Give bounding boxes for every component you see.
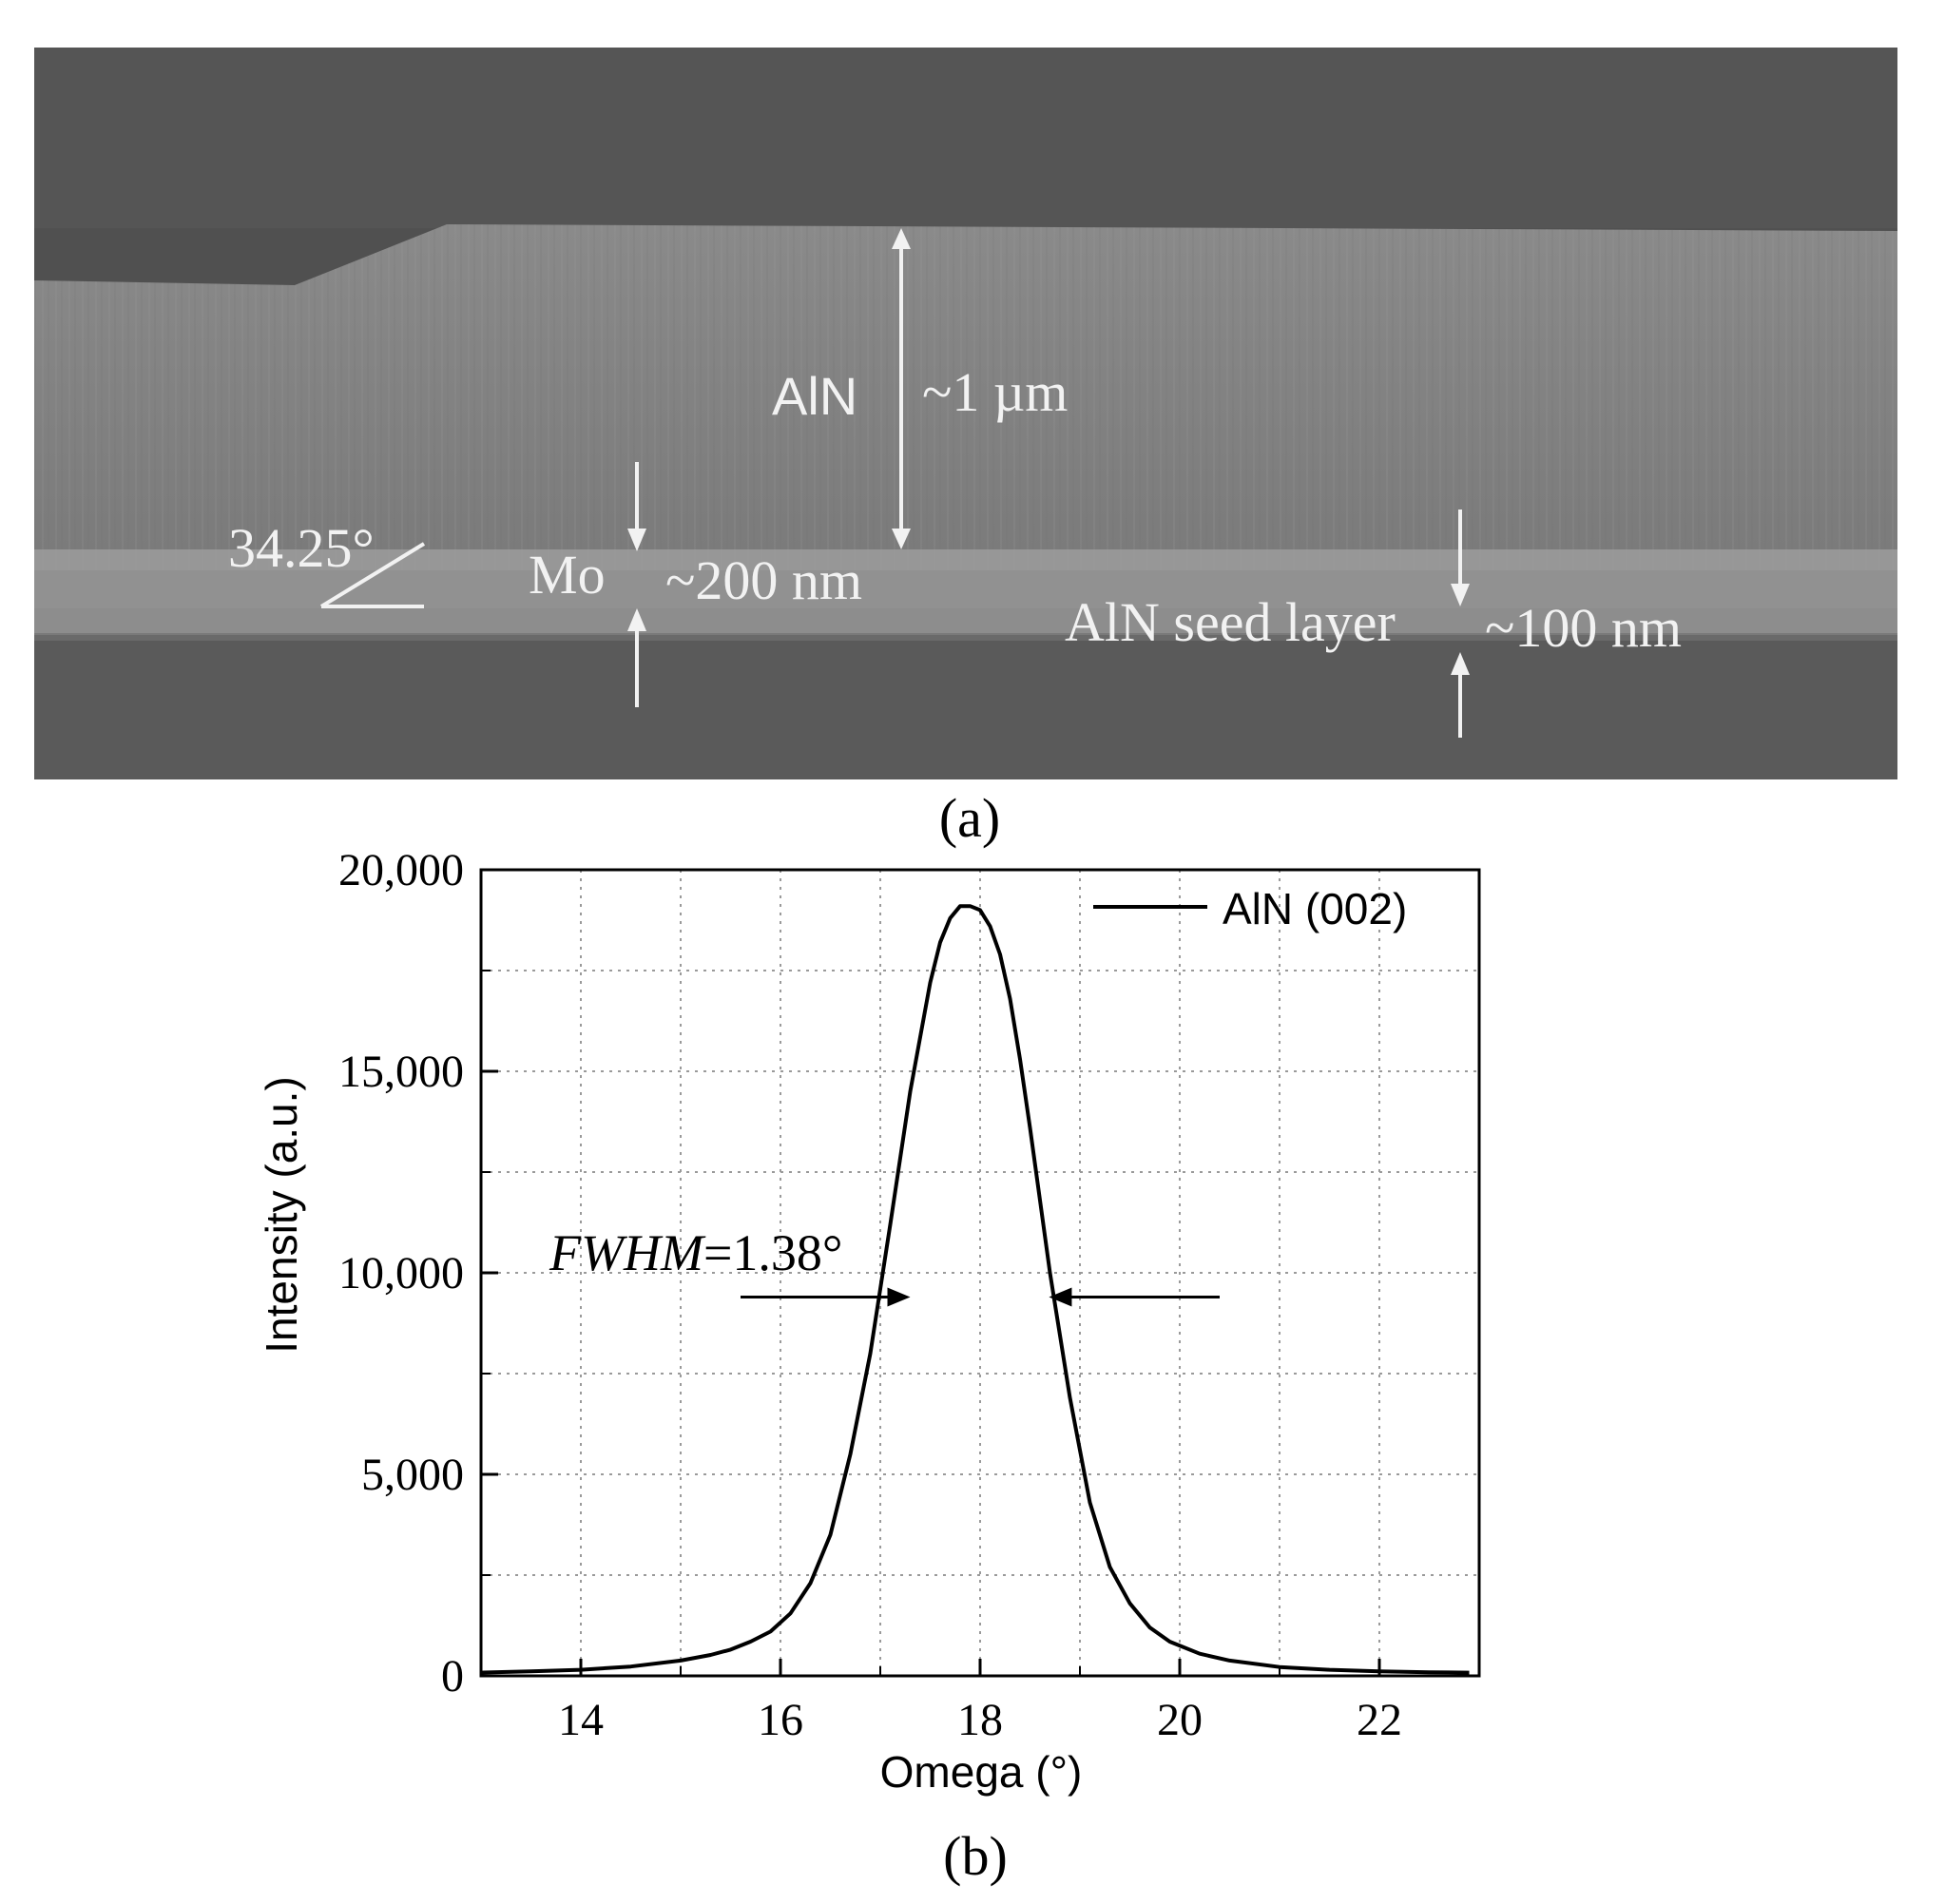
x-tick-label: 22 xyxy=(1357,1695,1402,1745)
chart-tick-labels: 14 16 18 20 22 0 5,000 10,000 15,000 20,000 xyxy=(338,845,1402,1745)
x-tick-label: 16 xyxy=(758,1695,803,1745)
fwhm-annotation: FWHM=1.38° xyxy=(549,1224,1220,1307)
x-tick-label: 20 xyxy=(1157,1695,1203,1745)
chart-legend: AlN (002) xyxy=(1093,884,1407,933)
fwhm-label: FWHM=1.38° xyxy=(549,1224,843,1281)
chart-grid xyxy=(481,870,1479,1676)
aln-thickness-arrow xyxy=(892,228,911,549)
aln-thickness-label: ~1 µm xyxy=(922,361,1068,423)
fwhm-left-arrowhead xyxy=(887,1287,911,1307)
y-tick-label: 5,000 xyxy=(361,1450,464,1500)
x-axis-title: Omega (°) xyxy=(880,1747,1083,1797)
y-tick-label: 0 xyxy=(441,1651,464,1702)
seed-thickness-label: ~100 nm xyxy=(1485,597,1682,659)
aln-label: AlN xyxy=(772,366,857,426)
sem-image xyxy=(34,48,1897,779)
sem-image-panel: AlN ~1 µm 34.25° Mo ~200 nm AlN seed lay… xyxy=(34,48,1897,849)
y-axis-title: Intensity (a.u.) xyxy=(257,1076,306,1353)
plot-frame xyxy=(479,868,1481,1678)
y-tick-label: 20,000 xyxy=(338,845,464,895)
y-tick-label: 10,000 xyxy=(338,1248,464,1298)
fwhm-right-arrowhead xyxy=(1049,1287,1072,1307)
panel-a-caption: (a) xyxy=(939,787,1000,849)
x-tick-label: 18 xyxy=(957,1695,1003,1745)
legend-label-aln-002: AlN (002) xyxy=(1223,884,1407,933)
mo-thickness-arrows xyxy=(627,462,646,707)
mo-thickness-label: ~200 nm xyxy=(665,549,862,611)
y-tick-label: 15,000 xyxy=(338,1047,464,1097)
mo-label: Mo xyxy=(529,544,606,606)
panel-b-caption: (b) xyxy=(943,1825,1008,1887)
series-line-aln-002 xyxy=(480,904,1470,1675)
angle-marker xyxy=(319,542,426,608)
angle-label: 34.25° xyxy=(228,517,375,579)
seed-thickness-arrows xyxy=(1451,510,1470,738)
seed-layer-label: AlN seed layer xyxy=(1065,591,1396,653)
x-tick-label: 14 xyxy=(558,1695,604,1745)
